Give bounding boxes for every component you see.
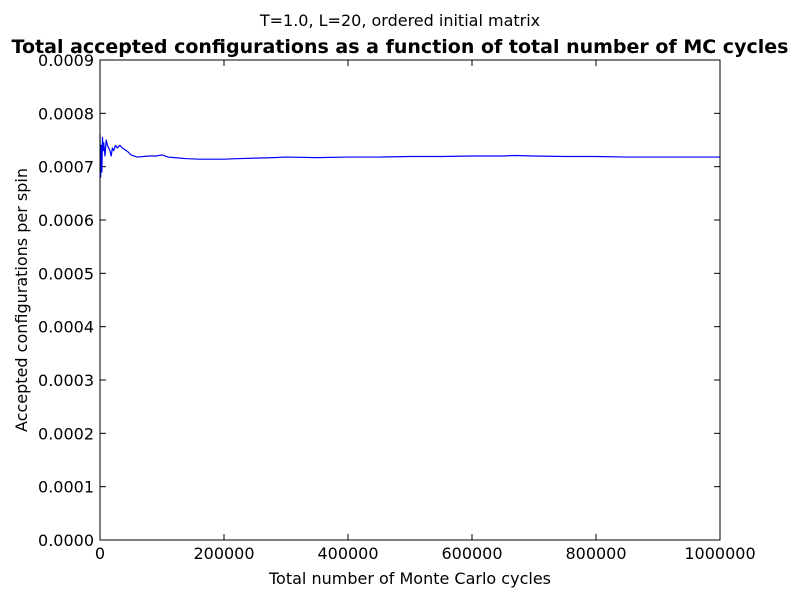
chart-title: Total accepted configurations as a funct… [12, 36, 789, 58]
y-tick-label: 0.0009 [38, 51, 94, 70]
plot-frame [99, 59, 721, 541]
y-tick-label: 0.0002 [38, 424, 94, 443]
y-tick-label: 0.0005 [38, 264, 94, 283]
x-tick-label: 1000000 [684, 544, 755, 563]
y-tick-label: 0.0007 [38, 158, 94, 177]
x-tick-label: 0 [95, 544, 105, 563]
x-tick-label: 200000 [193, 544, 254, 563]
y-tick-label: 0.0001 [38, 478, 94, 497]
chart-suptitle: T=1.0, L=20, ordered initial matrix [259, 11, 540, 30]
y-tick-label: 0.0000 [38, 531, 94, 550]
y-tick-label: 0.0006 [38, 211, 94, 230]
x-tick-label: 400000 [317, 544, 378, 563]
y-axis-label: Accepted configurations per spin [12, 168, 31, 432]
series-line [99, 134, 720, 178]
y-tick-label: 0.0003 [38, 371, 94, 390]
y-tick-label: 0.0008 [38, 104, 94, 123]
x-tick-label: 600000 [441, 544, 502, 563]
x-tick-label: 800000 [565, 544, 626, 563]
axis-ticks: 0 200000 400000 600000 800000 1000000 0.0000 0.… [38, 51, 756, 563]
x-axis-label: Total number of Monte Carlo cycles [268, 569, 551, 588]
y-tick-label: 0.0004 [38, 318, 94, 337]
plot-area [100, 60, 720, 540]
series-group [99, 134, 720, 178]
